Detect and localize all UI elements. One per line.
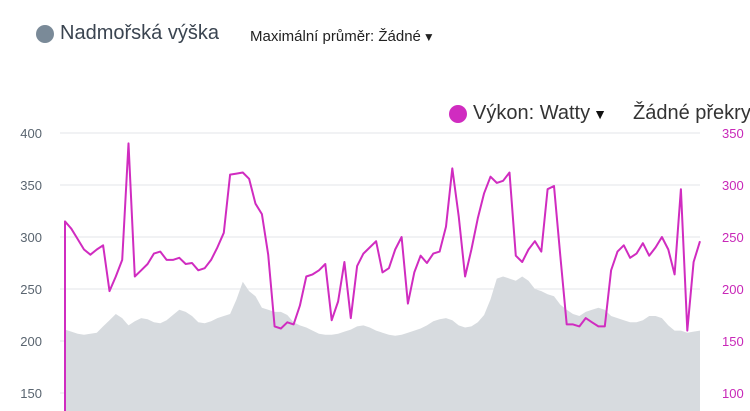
- right-tick-label: 200: [722, 282, 744, 297]
- elevation-legend-dot: [36, 24, 54, 43]
- left-tick-label: 350: [20, 178, 42, 193]
- elevation-series: [65, 276, 700, 411]
- power-series: [64, 142, 701, 411]
- power-legend-dot: [449, 104, 467, 123]
- right-tick-label: 100: [722, 386, 744, 401]
- exceedance-label[interactable]: Žádné překry: [633, 102, 750, 124]
- right-axis: 350 300 250 200 150 100: [722, 126, 744, 401]
- right-tick-label: 250: [722, 230, 744, 245]
- left-tick-label: 250: [20, 282, 42, 297]
- left-tick-label: 150: [20, 386, 42, 401]
- max-average-label: Maximální průměr: Žádné: [250, 28, 421, 45]
- left-tick-label: 200: [20, 334, 42, 349]
- power-line: [64, 142, 701, 411]
- left-tick-label: 400: [20, 126, 42, 141]
- legend-elevation[interactable]: Nadmořská výška: [36, 22, 219, 45]
- right-tick-label: 150: [722, 334, 744, 349]
- power-legend-label: Výkon: Watty: [473, 102, 591, 124]
- power-metric-dropdown[interactable]: Výkon: Watty ▼: [449, 102, 607, 125]
- left-tick-label: 300: [20, 230, 42, 245]
- left-axis: 400 350 300 250 200 150: [20, 126, 42, 401]
- right-tick-label: 350: [722, 126, 744, 141]
- caret-down-icon: ▼: [422, 30, 435, 44]
- right-tick-label: 300: [722, 178, 744, 193]
- max-average-dropdown[interactable]: Maximální průměr: Žádné ▼: [250, 28, 435, 45]
- caret-down-icon: ▼: [593, 105, 607, 122]
- elevation-legend-label: Nadmořská výška: [60, 22, 219, 44]
- elevation-area: [65, 276, 700, 411]
